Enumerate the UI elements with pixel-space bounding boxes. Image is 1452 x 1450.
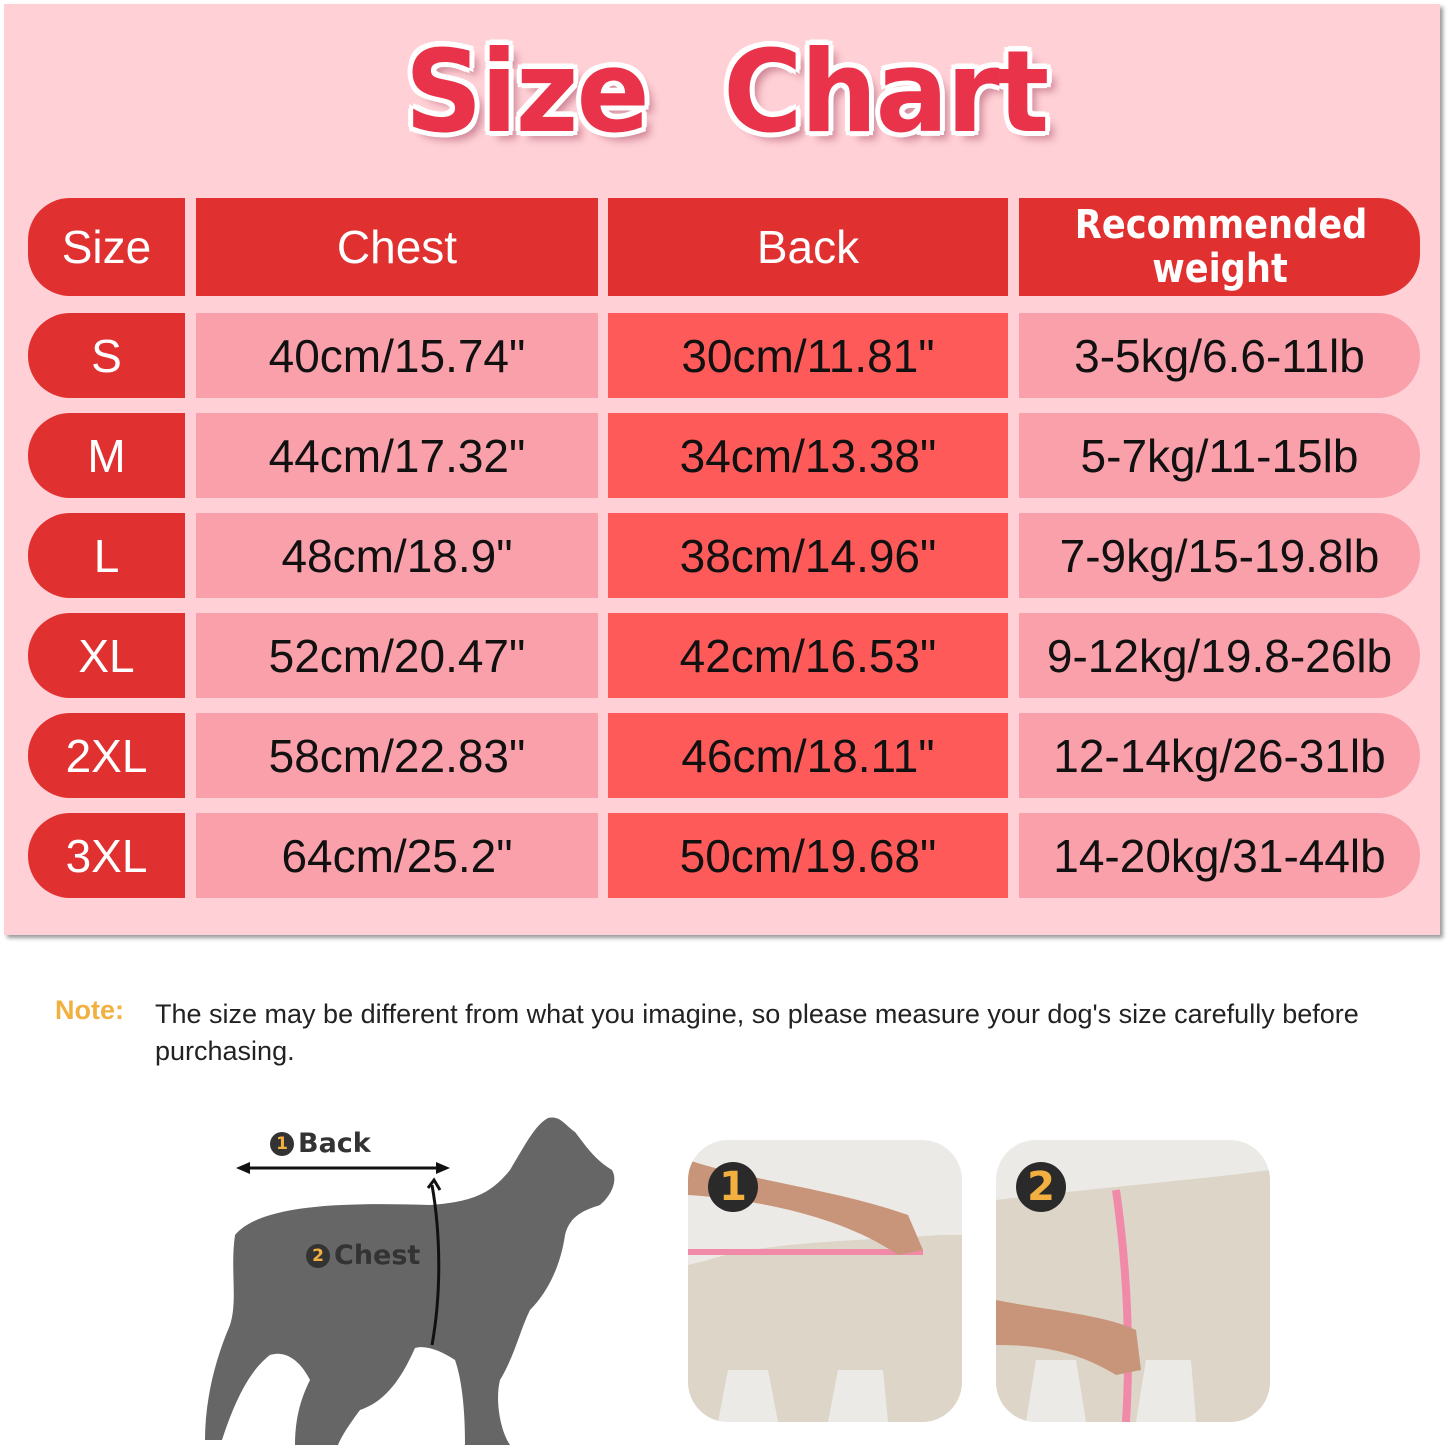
step-2-icon: 2 — [306, 1243, 330, 1268]
weight-cell: 9-12kg/19.8-26lb — [1019, 613, 1420, 698]
weight-cell: 3-5kg/6.6-11lb — [1019, 313, 1420, 398]
size-cell: XL — [28, 613, 185, 698]
header-weight: Recommended weight — [1019, 198, 1420, 296]
size-cell: 2XL — [28, 713, 185, 798]
back-label: 1 Back — [270, 1128, 371, 1159]
back-cell: 50cm/19.68" — [608, 813, 1008, 898]
chest-cell: 48cm/18.9" — [196, 513, 598, 598]
back-cell: 30cm/11.81" — [608, 313, 1008, 398]
photo-measure-chest: 2 — [996, 1140, 1270, 1422]
header-size: Size — [28, 198, 185, 296]
chest-cell: 64cm/25.2" — [196, 813, 598, 898]
weight-cell: 14-20kg/31-44lb — [1019, 813, 1420, 898]
dog-silhouette-icon — [205, 1117, 615, 1445]
step-badge: 2 — [1016, 1162, 1066, 1212]
chest-cell: 44cm/17.32" — [196, 413, 598, 498]
step-badge: 1 — [708, 1162, 758, 1212]
note-text: The size may be different from what you … — [155, 999, 1359, 1066]
chest-cell: 58cm/22.83" — [196, 713, 598, 798]
back-cell: 42cm/16.53" — [608, 613, 1008, 698]
size-cell: 3XL — [28, 813, 185, 898]
page-title: Size Chart — [404, 26, 1049, 159]
size-cell: M — [28, 413, 185, 498]
chest-label: 2 Chest — [306, 1240, 420, 1271]
back-cell: 38cm/14.96" — [608, 513, 1008, 598]
note-label: Note: — [55, 995, 124, 1025]
chest-cell: 52cm/20.47" — [196, 613, 598, 698]
chest-cell: 40cm/15.74" — [196, 313, 598, 398]
header-chest: Chest — [196, 198, 598, 296]
back-cell: 46cm/18.11" — [608, 713, 1008, 798]
step-1-icon: 1 — [270, 1131, 294, 1156]
header-back: Back — [608, 198, 1008, 296]
size-cell: S — [28, 313, 185, 398]
photo-measure-back: 1 — [688, 1140, 962, 1422]
weight-cell: 12-14kg/26-31lb — [1019, 713, 1420, 798]
weight-cell: 5-7kg/11-15lb — [1019, 413, 1420, 498]
back-cell: 34cm/13.38" — [608, 413, 1008, 498]
size-cell: L — [28, 513, 185, 598]
weight-cell: 7-9kg/15-19.8lb — [1019, 513, 1420, 598]
